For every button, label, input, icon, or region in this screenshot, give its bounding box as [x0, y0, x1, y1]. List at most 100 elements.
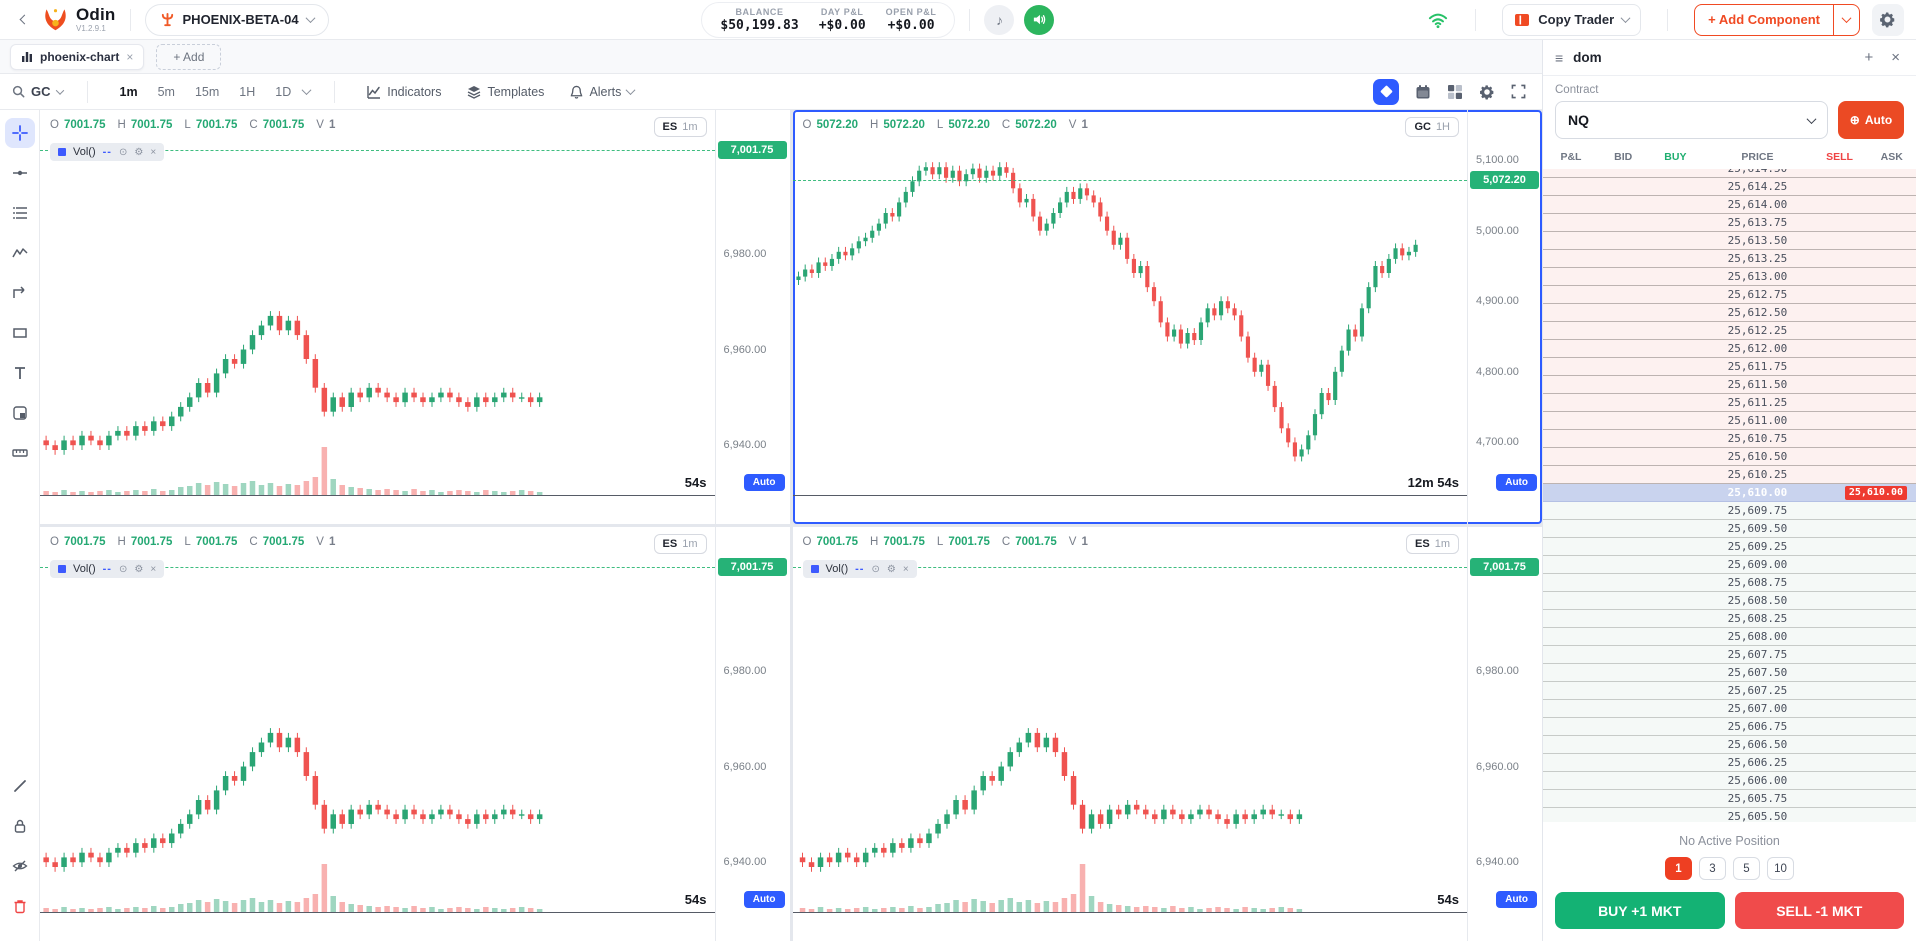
- dom-auto-button[interactable]: ⊕ Auto: [1838, 101, 1904, 139]
- fullscreen-button[interactable]: [1511, 84, 1526, 99]
- tool-hide[interactable]: [5, 851, 35, 881]
- dom-price-row[interactable]: 25,613.50: [1543, 232, 1916, 250]
- dom-price-row[interactable]: 25,609.50: [1543, 520, 1916, 538]
- dom-price-row[interactable]: 25,606.00: [1543, 772, 1916, 790]
- qty-option-1[interactable]: 1: [1665, 857, 1692, 880]
- dom-price-row[interactable]: 25,610.75: [1543, 430, 1916, 448]
- dom-price-row[interactable]: 25,611.75: [1543, 358, 1916, 376]
- dom-price-row[interactable]: 25,613.25: [1543, 250, 1916, 268]
- dom-price-row[interactable]: 25,608.50: [1543, 592, 1916, 610]
- account-selector[interactable]: PHOENIX-BETA-04: [144, 3, 329, 36]
- buy-market-button[interactable]: BUY +1 MKT: [1555, 892, 1725, 929]
- tool-text[interactable]: [5, 358, 35, 388]
- dom-price-row[interactable]: 25,613.00: [1543, 268, 1916, 286]
- volume-indicator-pill[interactable]: Vol() -- ⊙ ⚙ ×: [50, 143, 165, 161]
- tool-draw[interactable]: [5, 771, 35, 801]
- gear-icon[interactable]: ⚙: [134, 563, 144, 575]
- tool-lock[interactable]: [5, 811, 35, 841]
- add-component-dropdown[interactable]: [1832, 4, 1859, 35]
- dom-price-row[interactable]: 25,605.75: [1543, 790, 1916, 808]
- qty-option-3[interactable]: 3: [1699, 857, 1726, 880]
- copy-trader-button[interactable]: Copy Trader: [1502, 3, 1642, 36]
- eye-icon[interactable]: ⊙: [871, 563, 880, 575]
- contract-select[interactable]: NQ: [1555, 101, 1828, 139]
- calendar-button[interactable]: [1415, 84, 1431, 100]
- timeframe-1d[interactable]: 1D: [275, 84, 292, 99]
- more-timeframes-icon[interactable]: [301, 85, 312, 96]
- auto-scale-button[interactable]: Auto: [1496, 474, 1537, 491]
- symbol-timeframe-badge[interactable]: ES 1m: [653, 117, 707, 137]
- add-tab-button[interactable]: + Add: [156, 43, 222, 70]
- indicators-button[interactable]: Indicators: [359, 81, 449, 103]
- tool-trend-line[interactable]: [5, 158, 35, 188]
- tool-fib-lines[interactable]: [5, 198, 35, 228]
- dom-price-row[interactable]: 25,606.75: [1543, 718, 1916, 736]
- dom-price-row[interactable]: 25,610.00 25,610.00: [1543, 484, 1916, 502]
- eye-icon[interactable]: ⊙: [118, 146, 128, 158]
- qty-option-5[interactable]: 5: [1733, 857, 1760, 880]
- sell-market-button[interactable]: SELL -1 MKT: [1734, 892, 1904, 929]
- magnet-mode-button[interactable]: [1373, 78, 1399, 105]
- dom-price-row[interactable]: 25,608.00: [1543, 628, 1916, 646]
- settings-button[interactable]: [1871, 3, 1904, 36]
- close-icon[interactable]: ×: [902, 563, 909, 575]
- dom-price-row[interactable]: 25,611.25: [1543, 394, 1916, 412]
- dom-price-row[interactable]: 25,607.00: [1543, 700, 1916, 718]
- dom-price-row[interactable]: 25,614.25: [1543, 178, 1916, 196]
- dom-price-row[interactable]: 25,607.50: [1543, 664, 1916, 682]
- dom-price-row[interactable]: 25,611.00: [1543, 412, 1916, 430]
- dom-price-row[interactable]: 25,607.75: [1543, 646, 1916, 664]
- symbol-timeframe-badge[interactable]: ES 1m: [1406, 534, 1459, 554]
- dom-price-row[interactable]: 25,610.25: [1543, 466, 1916, 484]
- symbol-selector[interactable]: GC: [12, 84, 64, 99]
- templates-button[interactable]: Templates: [459, 81, 552, 103]
- alerts-button[interactable]: Alerts: [562, 81, 642, 103]
- volume-indicator-pill[interactable]: Vol() -- ⊙ ⚙ ×: [50, 560, 165, 578]
- dom-price-row[interactable]: 25,607.25: [1543, 682, 1916, 700]
- dom-price-row[interactable]: 25,614.50: [1543, 169, 1916, 178]
- price-axis[interactable]: 7,001.75 Auto 6,980.00 6,960.00 6,940.00: [716, 110, 790, 524]
- tool-panel[interactable]: [5, 398, 35, 428]
- auto-scale-button[interactable]: Auto: [743, 891, 785, 908]
- close-icon[interactable]: ×: [150, 563, 157, 575]
- symbol-timeframe-badge[interactable]: GC 1H: [1405, 117, 1459, 137]
- volume-indicator-pill[interactable]: Vol() -- ⊙ ⚙ ×: [802, 560, 917, 578]
- dom-price-row[interactable]: 25,609.25: [1543, 538, 1916, 556]
- dom-price-row[interactable]: 25,610.50: [1543, 448, 1916, 466]
- tool-rectangle[interactable]: [5, 318, 35, 348]
- dom-price-row[interactable]: 25,613.75: [1543, 214, 1916, 232]
- timeframe-5m[interactable]: 5m: [157, 84, 175, 99]
- layout-grid-button[interactable]: [1447, 84, 1463, 100]
- dom-price-row[interactable]: 25,608.25: [1543, 610, 1916, 628]
- dom-add-button[interactable]: +: [1864, 49, 1874, 66]
- chart-settings-button[interactable]: [1479, 84, 1495, 100]
- tab-phoenix-chart[interactable]: phoenix-chart ×: [10, 43, 145, 70]
- dom-price-row[interactable]: 25,612.75: [1543, 286, 1916, 304]
- tool-delete[interactable]: [5, 891, 35, 921]
- eye-icon[interactable]: ⊙: [118, 563, 128, 575]
- close-icon[interactable]: ×: [150, 146, 157, 158]
- price-axis[interactable]: 7,001.75 Auto 6,980.00 6,960.00 6,940.00: [716, 527, 790, 941]
- drag-handle-icon[interactable]: ≡: [1555, 49, 1564, 66]
- timeframe-15m[interactable]: 15m: [194, 84, 220, 99]
- qty-option-10[interactable]: 10: [1767, 857, 1794, 880]
- back-button[interactable]: [12, 8, 36, 32]
- price-axis[interactable]: 5,072.20 Auto 5,100.00 5,000.00 4,900.00 4,…: [1468, 110, 1542, 524]
- close-tab-icon[interactable]: ×: [126, 49, 134, 64]
- dom-price-row[interactable]: 25,606.50: [1543, 736, 1916, 754]
- dom-price-row[interactable]: 25,609.00: [1543, 556, 1916, 574]
- gear-icon[interactable]: ⚙: [134, 146, 144, 158]
- dom-price-row[interactable]: 25,612.25: [1543, 322, 1916, 340]
- sound-on-button[interactable]: [1024, 4, 1055, 35]
- dom-price-row[interactable]: 25,612.00: [1543, 340, 1916, 358]
- symbol-timeframe-badge[interactable]: ES 1m: [653, 534, 707, 554]
- dom-price-row[interactable]: 25,612.50: [1543, 304, 1916, 322]
